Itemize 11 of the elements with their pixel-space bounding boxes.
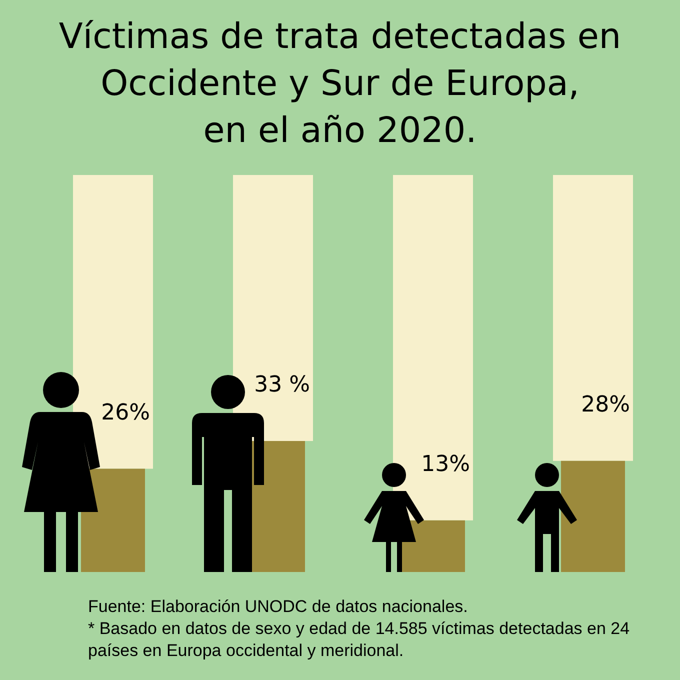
bar	[553, 175, 633, 461]
data-label: 28%	[581, 392, 630, 418]
chart-title: Víctimas de trata detectadas en Occidente y Sur de Europa, en el año 2020.	[58, 16, 622, 153]
source-note: Fuente: Elaboración UNODC de datos nacionales.	[88, 596, 469, 618]
bar	[233, 175, 313, 441]
text: * Basado en datos de sexo y edad de 14.585 víctimas detectadas en 24 países en Europa occidental y meridional.	[88, 618, 631, 662]
bar	[393, 175, 473, 520]
data-label: 33 %	[254, 372, 310, 398]
data-label: 26%	[101, 400, 150, 426]
bar	[73, 175, 153, 469]
data-label: 13%	[421, 452, 470, 478]
